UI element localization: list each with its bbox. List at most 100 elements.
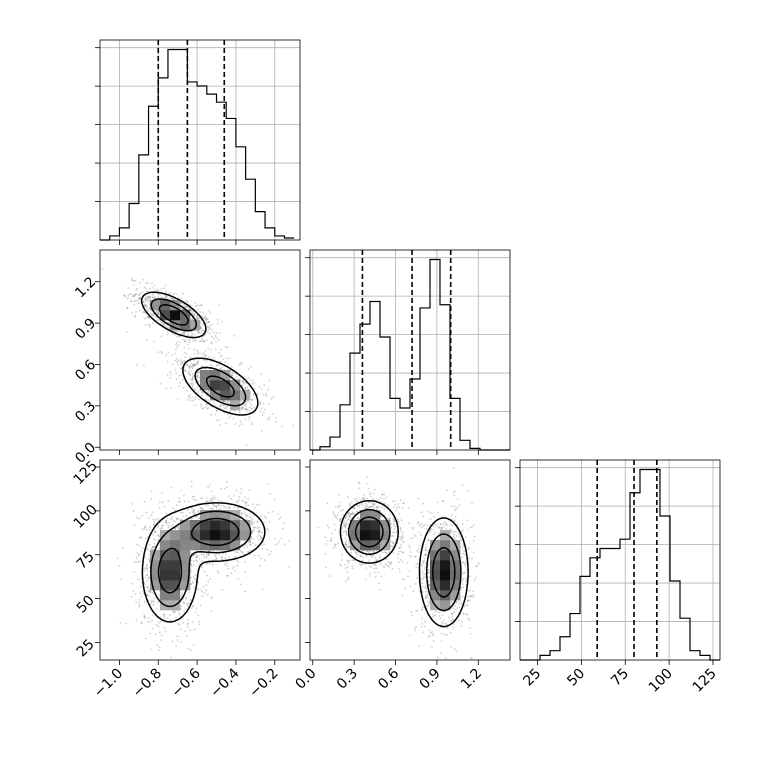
scatter-point bbox=[249, 402, 252, 405]
scatter-point bbox=[263, 543, 266, 546]
scatter-point bbox=[368, 501, 370, 504]
scatter-point bbox=[275, 416, 278, 419]
scatter-point bbox=[380, 506, 383, 508]
scatter-point bbox=[469, 627, 472, 629]
scatter-point bbox=[201, 339, 204, 342]
scatter-point bbox=[152, 296, 154, 299]
scatter-point bbox=[187, 364, 190, 367]
scatter-point bbox=[169, 619, 172, 622]
scatter-point bbox=[157, 538, 160, 541]
scatter-point bbox=[151, 511, 154, 514]
scatter-point bbox=[179, 500, 182, 503]
scatter-point bbox=[241, 384, 244, 387]
scatter-point bbox=[147, 281, 150, 284]
scatter-point bbox=[179, 361, 182, 364]
scatter-point bbox=[358, 506, 361, 509]
scatter-point bbox=[248, 489, 251, 492]
scatter-point bbox=[153, 284, 156, 287]
scatter-point bbox=[348, 515, 351, 518]
scatter-point bbox=[136, 543, 138, 546]
scatter-point bbox=[342, 509, 344, 512]
scatter-point bbox=[208, 332, 211, 335]
scatter-point bbox=[441, 622, 444, 625]
scatter-point bbox=[185, 597, 187, 600]
scatter-point bbox=[462, 529, 464, 532]
scatter-point bbox=[139, 292, 142, 295]
scatter-point bbox=[249, 379, 252, 382]
scatter-point bbox=[347, 513, 350, 516]
scatter-point bbox=[267, 403, 270, 406]
scatter-point bbox=[472, 595, 475, 598]
scatter-point bbox=[171, 332, 174, 335]
scatter-point bbox=[183, 333, 186, 336]
scatter-point bbox=[420, 608, 423, 611]
scatter-point bbox=[144, 567, 146, 570]
scatter-point bbox=[193, 333, 196, 336]
scatter-point bbox=[421, 608, 424, 611]
scatter-point bbox=[133, 294, 136, 296]
scatter-point bbox=[436, 524, 438, 527]
scatter-point bbox=[260, 537, 262, 540]
scatter-point bbox=[355, 551, 358, 554]
scatter-point bbox=[205, 322, 208, 325]
scatter-point bbox=[245, 401, 247, 404]
scatter-point bbox=[200, 588, 203, 591]
scatter-point bbox=[410, 611, 413, 613]
scatter-point bbox=[192, 604, 195, 607]
scatter-point bbox=[141, 515, 144, 517]
scatter-point bbox=[417, 551, 420, 554]
scatter-point bbox=[153, 542, 156, 545]
scatter-point bbox=[207, 554, 210, 556]
scatter-point bbox=[187, 647, 190, 650]
scatter-point bbox=[234, 569, 237, 572]
scatter-point bbox=[401, 594, 404, 597]
scatter-point bbox=[462, 579, 465, 581]
scatter-point bbox=[461, 620, 463, 623]
scatter-point bbox=[352, 512, 354, 515]
scatter-point bbox=[344, 563, 347, 566]
scatter-point bbox=[125, 622, 128, 625]
scatter-point bbox=[213, 504, 216, 506]
scatter-point bbox=[188, 307, 191, 309]
scatter-point bbox=[399, 558, 402, 561]
scatter-point bbox=[150, 313, 153, 315]
scatter-point bbox=[240, 423, 243, 426]
scatter-point bbox=[192, 554, 195, 557]
scatter-point bbox=[242, 552, 244, 555]
scatter-point bbox=[426, 550, 429, 552]
scatter-point bbox=[155, 309, 158, 312]
scatter-point bbox=[329, 539, 332, 542]
scatter-point bbox=[453, 467, 455, 469]
scatter-point bbox=[240, 400, 243, 403]
scatter-point bbox=[205, 318, 208, 321]
scatter-point bbox=[432, 528, 435, 531]
scatter-point bbox=[398, 570, 401, 573]
density-bin bbox=[170, 540, 181, 551]
scatter-point bbox=[203, 317, 205, 320]
scatter-point bbox=[421, 526, 423, 529]
scatter-point bbox=[241, 551, 243, 554]
scatter-point bbox=[190, 570, 192, 573]
scatter-point bbox=[188, 511, 191, 514]
scatter-point bbox=[371, 505, 374, 508]
scatter-point bbox=[154, 316, 157, 319]
scatter-point bbox=[173, 292, 175, 294]
scatter-point bbox=[214, 555, 217, 558]
scatter-point bbox=[371, 503, 374, 506]
scatter-point bbox=[465, 665, 467, 667]
scatter-point bbox=[197, 317, 200, 320]
density-bin bbox=[220, 390, 231, 401]
scatter-point bbox=[230, 497, 232, 500]
scatter-point bbox=[460, 602, 463, 605]
scatter-point bbox=[205, 359, 208, 362]
scatter-point bbox=[156, 539, 159, 542]
scatter-point bbox=[263, 515, 266, 518]
scatter-point bbox=[367, 550, 370, 553]
scatter-point bbox=[189, 356, 192, 359]
scatter-point bbox=[158, 535, 161, 538]
contour-line bbox=[141, 502, 266, 623]
scatter-point bbox=[147, 587, 150, 590]
scatter-point bbox=[178, 526, 181, 529]
scatter-point bbox=[326, 524, 329, 527]
scatter-point bbox=[243, 500, 245, 503]
